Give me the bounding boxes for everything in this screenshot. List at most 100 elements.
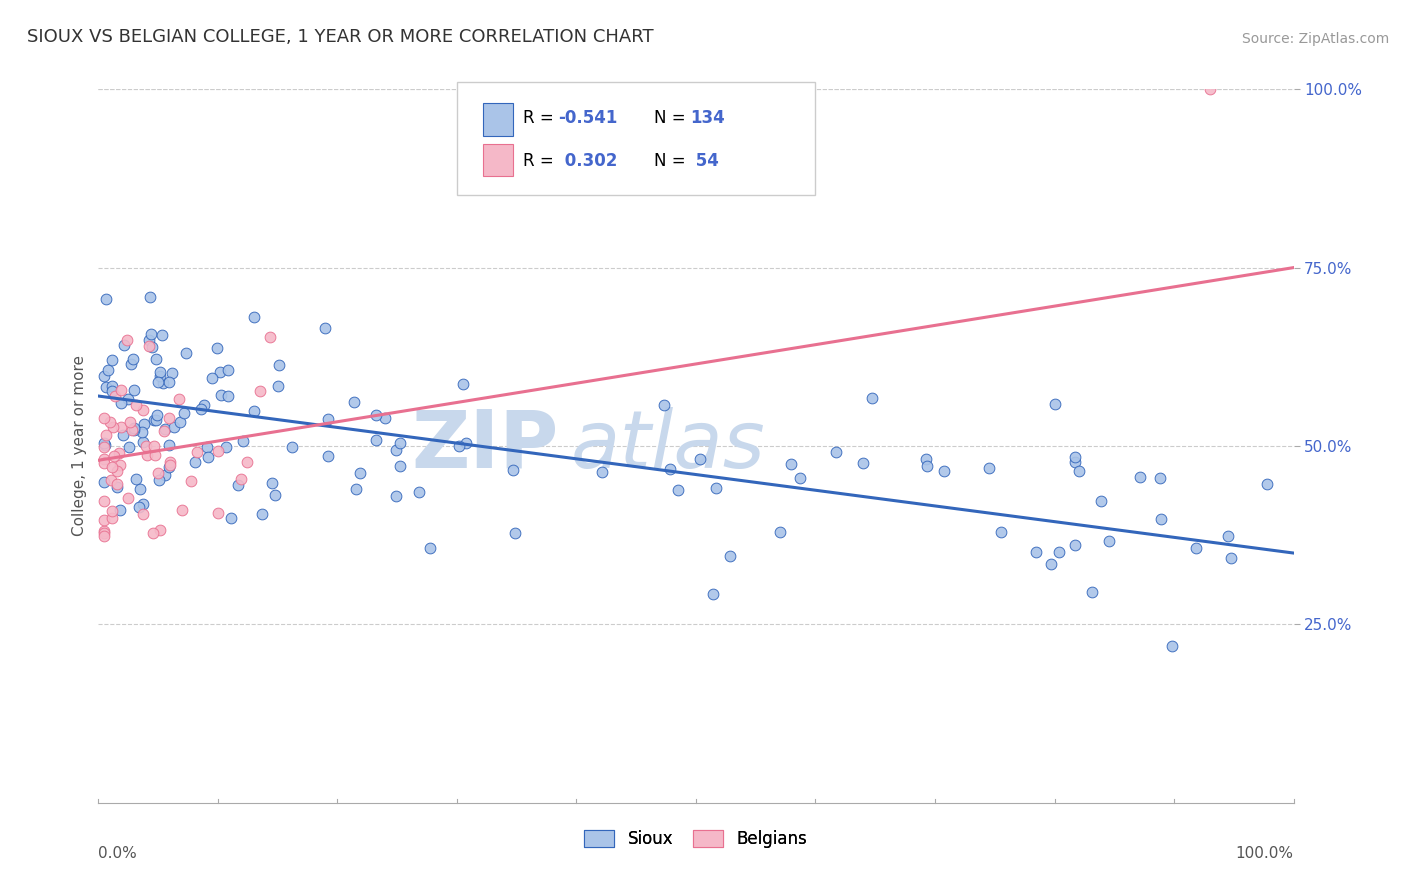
Text: R =: R = xyxy=(523,109,558,127)
Point xyxy=(217,389,239,403)
Point xyxy=(145,412,167,426)
Point xyxy=(349,466,371,480)
Point xyxy=(146,408,169,422)
Point xyxy=(145,351,167,366)
Point xyxy=(159,455,181,469)
Point xyxy=(143,448,166,462)
Point xyxy=(447,439,470,453)
Point xyxy=(101,503,124,517)
Point xyxy=(93,411,115,425)
Point xyxy=(207,506,229,520)
Point xyxy=(1161,639,1184,653)
Point xyxy=(93,475,115,490)
Point xyxy=(652,398,675,412)
Point xyxy=(281,440,304,454)
Point xyxy=(979,461,1001,475)
Point xyxy=(110,396,132,410)
Point xyxy=(1047,545,1070,559)
Point xyxy=(149,368,172,383)
Point xyxy=(139,327,162,342)
Point xyxy=(263,488,285,502)
Point xyxy=(385,442,408,457)
Point xyxy=(146,375,169,389)
Point xyxy=(385,489,408,503)
Point xyxy=(167,392,190,407)
Point xyxy=(142,439,165,453)
Point xyxy=(138,334,160,348)
Point xyxy=(658,462,681,476)
Point xyxy=(93,440,115,454)
Point xyxy=(157,375,180,389)
FancyBboxPatch shape xyxy=(457,82,815,194)
Point xyxy=(259,330,281,344)
Point xyxy=(132,403,155,417)
Point xyxy=(159,438,181,452)
Point xyxy=(112,427,135,442)
Point xyxy=(149,523,172,537)
Point xyxy=(122,383,145,397)
Point xyxy=(174,345,197,359)
Point xyxy=(1043,397,1066,411)
Text: 0.0%: 0.0% xyxy=(98,846,138,861)
Point xyxy=(150,327,173,342)
Point xyxy=(94,428,117,442)
Point xyxy=(267,358,290,372)
Point xyxy=(170,503,193,517)
Point xyxy=(208,365,231,379)
Point xyxy=(990,524,1012,539)
Text: 0.302: 0.302 xyxy=(558,152,617,169)
Point xyxy=(142,413,165,427)
Point xyxy=(100,473,122,487)
Point xyxy=(132,435,155,450)
Point xyxy=(343,394,366,409)
Point xyxy=(408,484,430,499)
Point xyxy=(118,440,141,454)
Point xyxy=(789,471,811,485)
Point xyxy=(110,420,132,434)
Point xyxy=(103,449,125,463)
Point xyxy=(118,415,141,429)
Text: Source: ZipAtlas.com: Source: ZipAtlas.com xyxy=(1241,32,1389,46)
Point xyxy=(374,410,396,425)
Point xyxy=(173,405,195,419)
Point xyxy=(266,378,288,392)
Point xyxy=(344,482,367,496)
Point xyxy=(122,421,145,435)
Point xyxy=(209,388,232,402)
Text: atlas: atlas xyxy=(571,407,765,485)
Point xyxy=(142,526,165,541)
Point xyxy=(93,529,115,543)
Point xyxy=(702,587,724,601)
Text: N =: N = xyxy=(654,152,690,169)
Point xyxy=(101,352,124,367)
Point xyxy=(138,290,160,304)
Point xyxy=(1216,529,1239,543)
Point xyxy=(205,341,228,355)
Point xyxy=(1064,450,1087,465)
Point xyxy=(110,503,132,517)
Point xyxy=(243,310,266,324)
Point xyxy=(94,292,117,306)
Point xyxy=(704,481,727,495)
Point xyxy=(152,376,174,391)
Point xyxy=(117,491,139,505)
Point xyxy=(128,500,150,515)
Point xyxy=(101,511,124,525)
Point xyxy=(915,451,938,466)
Point xyxy=(112,338,135,352)
Point xyxy=(93,452,115,467)
Point xyxy=(136,448,159,462)
Point xyxy=(169,415,191,429)
Point xyxy=(104,389,127,403)
Point xyxy=(101,384,124,399)
Point xyxy=(228,478,250,492)
Point xyxy=(135,439,157,453)
Point xyxy=(243,404,266,418)
Point xyxy=(117,392,139,406)
Point xyxy=(1040,557,1063,571)
Point xyxy=(262,475,284,490)
Legend: Sioux, Belgians: Sioux, Belgians xyxy=(578,823,814,855)
Point xyxy=(505,526,527,541)
Point xyxy=(1098,534,1121,549)
Text: R =: R = xyxy=(523,152,558,169)
